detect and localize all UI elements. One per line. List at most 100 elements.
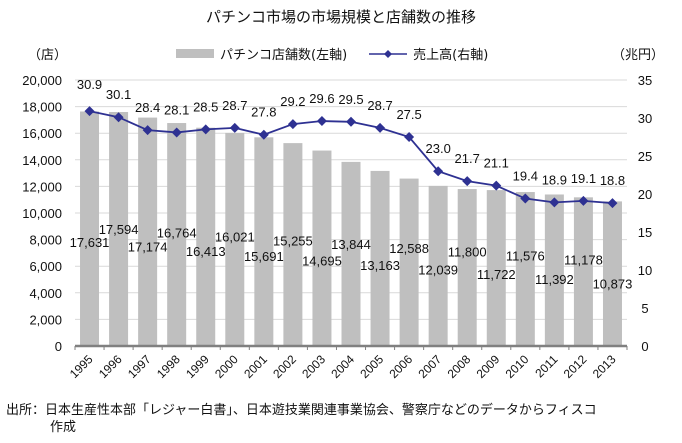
bar-value-label: 10,873 (593, 276, 633, 291)
bar (109, 111, 129, 346)
line-value-label: 29.6 (309, 91, 334, 106)
sales-marker (316, 116, 327, 127)
left-axis-tick: 12,000 (22, 179, 62, 194)
line-value-label: 21.1 (484, 156, 509, 171)
left-axis-tick: 20,000 (22, 73, 62, 88)
bar-value-label: 15,255 (273, 233, 313, 248)
left-axis-unit: （店） (28, 48, 68, 63)
legend: パチンコ店舗数(左軸) 売上高(右軸) (176, 44, 488, 63)
source-note: 出所：日本生産性本部「レジャー白書」、日本遊技業関連事業協会、警察庁などのデータ… (6, 402, 682, 436)
sales-marker (404, 132, 415, 142)
sales-marker (375, 122, 386, 133)
bar (515, 192, 535, 346)
sales-marker (607, 198, 618, 209)
bar (138, 117, 158, 346)
bar-value-label: 16,021 (215, 230, 255, 245)
line-value-label: 29.5 (338, 92, 363, 107)
sales-marker (491, 180, 502, 191)
bar (312, 150, 332, 346)
bar-value-label: 17,631 (70, 235, 110, 250)
chart-plot: 0 2,000 4,000 6,000 8,000 10,000 12,000 14,000 1… (22, 73, 652, 381)
bar (602, 201, 622, 346)
bar (196, 127, 216, 347)
x-axis-label: 2007 (415, 352, 444, 381)
x-axis-label: 2006 (386, 352, 415, 381)
bar (457, 189, 477, 346)
left-axis-tick: 14,000 (22, 153, 62, 168)
sales-marker (549, 197, 560, 208)
line-value-label: 28.7 (367, 98, 392, 113)
sales-marker (346, 116, 356, 127)
bar-value-label: 17,594 (99, 222, 139, 237)
line-value-label: 28.1 (164, 102, 189, 117)
bar-value-label: 11,576 (506, 249, 545, 264)
x-axis-label: 1997 (125, 352, 154, 381)
x-axis-label: 2004 (328, 352, 357, 381)
bar (573, 197, 593, 346)
bar (370, 170, 390, 346)
x-axis-label: 2013 (590, 352, 619, 381)
x-axis-label: 2003 (299, 352, 328, 381)
legend-line-swatch (369, 47, 408, 61)
bar-value-label: 11,800 (448, 245, 487, 260)
bar-value-label: 14,695 (302, 253, 342, 268)
line-value-label: 21.7 (455, 151, 480, 166)
chart-title: パチンコ市場の市場規模と店舗数の推移 (205, 8, 476, 26)
left-axis-tick: 18,000 (22, 100, 62, 115)
bar (283, 143, 303, 346)
sales-marker (113, 112, 124, 123)
line-value-label: 18.8 (600, 173, 625, 188)
bar (341, 161, 361, 346)
left-axis-tick: 10,000 (22, 206, 62, 221)
x-axis-label: 2002 (270, 352, 299, 381)
x-axis-label: 1999 (183, 352, 212, 381)
bar-value-label: 17,174 (128, 240, 168, 255)
x-axis-label: 2000 (212, 352, 241, 381)
bar-value-label: 11,178 (564, 252, 603, 267)
right-axis-tick: 35 (638, 73, 652, 88)
bar (486, 190, 506, 346)
right-axis-unit: （兆円） (612, 48, 665, 63)
left-axis-tick: 2,000 (29, 312, 62, 327)
sales-marker (171, 127, 182, 138)
right-axis-tick: 20 (638, 187, 652, 202)
line-value-label: 28.7 (222, 98, 247, 113)
sales-marker (142, 125, 153, 136)
sales-marker (258, 129, 269, 140)
x-axis-label: 2008 (445, 352, 474, 381)
sales-marker (520, 193, 531, 204)
line-value-label: 30.9 (77, 77, 102, 92)
line-value-label: 28.4 (135, 100, 160, 115)
line-value-label: 29.2 (280, 94, 305, 109)
line-value-label: 18.9 (542, 172, 567, 187)
x-axis-label: 2010 (503, 352, 532, 381)
bar (544, 194, 564, 346)
bar (399, 178, 419, 346)
sales-marker (433, 166, 444, 177)
x-axis-label: 2001 (241, 352, 270, 381)
bar-value-label: 13,163 (360, 258, 400, 273)
left-axis-tick: 16,000 (22, 126, 62, 141)
right-axis-tick: 30 (638, 111, 652, 126)
bar (167, 123, 187, 346)
sales-marker (200, 124, 211, 135)
sales-marker (462, 176, 473, 187)
bar-value-label: 12,039 (418, 263, 458, 278)
right-axis-tick: 0 (641, 339, 648, 354)
x-axis-label: 2012 (561, 352, 590, 381)
bar-value-label: 11,392 (535, 272, 574, 287)
bar-value-label: 12,588 (389, 241, 429, 256)
line-value-label: 30.1 (106, 87, 131, 102)
bar (225, 132, 245, 346)
x-axis-label: 1996 (96, 352, 125, 381)
sales-marker (229, 122, 240, 133)
sales-marker (578, 195, 589, 206)
line-value-label: 23.0 (426, 141, 451, 156)
x-axis-label: 1998 (154, 352, 183, 381)
line-value-label: 19.1 (571, 171, 596, 186)
line-value-label: 19.4 (513, 169, 538, 184)
right-axis-tick: 5 (641, 301, 648, 316)
right-axis-tick: 15 (638, 225, 652, 240)
source-note-line2: 作成 (50, 420, 77, 435)
bar-value-label: 16,413 (186, 244, 226, 259)
